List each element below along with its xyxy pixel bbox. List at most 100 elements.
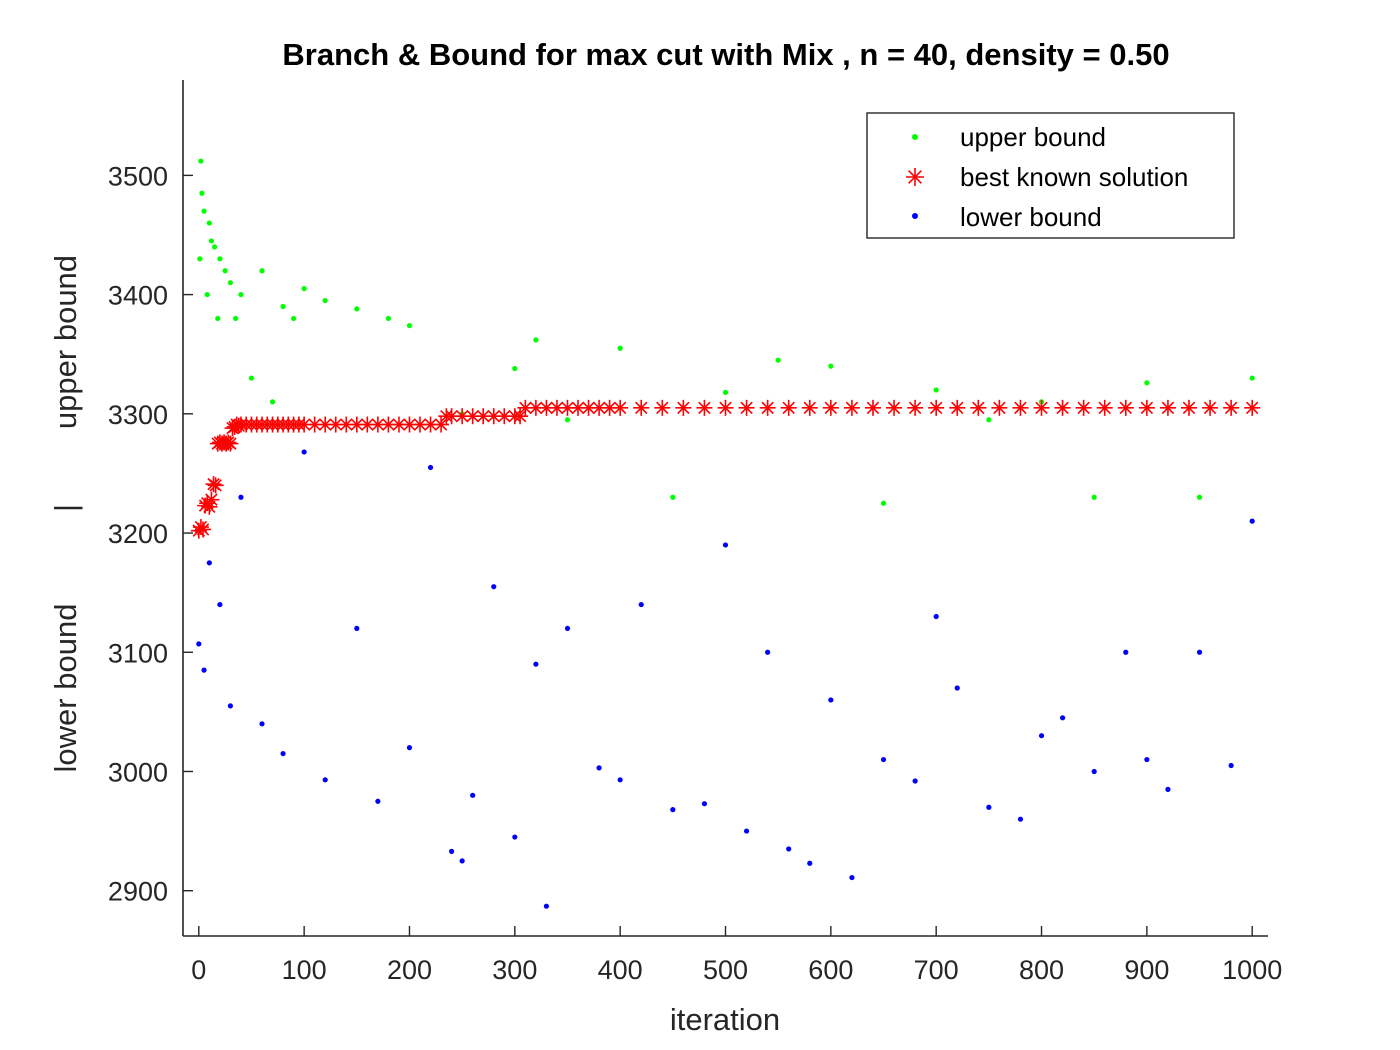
point-lower-bound <box>206 560 212 566</box>
point-best-known-solution <box>1012 399 1029 416</box>
point-upper-bound <box>533 337 539 343</box>
point-lower-bound <box>933 613 939 620</box>
data-points <box>190 158 1261 909</box>
series-best-known-solution <box>190 399 1261 539</box>
point-lower-bound <box>322 777 328 783</box>
legend-label-lower-bound: lower bound <box>960 202 1102 232</box>
point-lower-bound <box>1123 649 1129 655</box>
y-axis-ticks: 2900 3000 3100 3200 3300 3400 3500 <box>108 161 193 907</box>
point-lower-bound <box>638 601 644 608</box>
point-lower-bound <box>807 860 813 866</box>
point-lower-bound <box>280 750 286 757</box>
point-best-known-solution <box>1244 399 1261 416</box>
point-lower-bound <box>564 625 571 632</box>
point-best-known-solution <box>738 399 755 416</box>
point-best-known-solution <box>1096 399 1113 416</box>
point-upper-bound <box>986 417 992 423</box>
point-lower-bound <box>912 778 918 784</box>
point-best-known-solution <box>843 399 860 416</box>
point-upper-bound <box>280 303 286 310</box>
point-best-known-solution <box>822 399 839 416</box>
point-lower-bound <box>1144 756 1150 763</box>
point-best-known-solution <box>949 399 966 416</box>
point-upper-bound <box>1091 494 1097 500</box>
point-lower-bound <box>201 667 207 673</box>
point-upper-bound <box>212 244 218 250</box>
point-lower-bound <box>238 494 244 500</box>
x-tick-label: 400 <box>598 955 643 985</box>
point-lower-bound <box>986 804 992 810</box>
point-upper-bound <box>1249 375 1255 381</box>
point-upper-bound <box>291 315 297 322</box>
point-upper-bound <box>322 297 328 304</box>
y-axis-label-upper: upper bound <box>48 255 83 429</box>
point-lower-bound <box>617 777 623 783</box>
y-tick-label: 3000 <box>108 757 168 787</box>
point-upper-bound <box>197 256 203 262</box>
point-upper-bound <box>233 315 239 322</box>
legend-label-upper-bound: upper bound <box>960 122 1106 152</box>
legend-asterisk <box>906 168 924 186</box>
point-lower-bound <box>743 828 750 834</box>
x-tick-label: 200 <box>387 955 432 985</box>
point-lower-bound <box>427 464 434 471</box>
point-upper-bound <box>354 306 360 312</box>
point-upper-bound <box>259 268 265 274</box>
y-tick-label: 3300 <box>108 400 168 430</box>
point-lower-bound <box>227 703 234 709</box>
point-lower-bound <box>1091 768 1097 775</box>
point-best-known-solution <box>1054 399 1071 416</box>
point-best-known-solution <box>201 498 218 515</box>
point-best-known-solution <box>1117 399 1134 416</box>
legend: upper bound best known solution lower bo… <box>866 112 1235 239</box>
point-upper-bound <box>199 190 205 196</box>
point-lower-bound <box>828 697 834 703</box>
point-best-known-solution <box>928 399 945 416</box>
point-lower-bound <box>722 542 729 548</box>
point-best-known-solution <box>654 399 671 416</box>
y-axis-label-lower: lower bound <box>48 604 83 773</box>
point-lower-bound <box>354 625 360 632</box>
x-tick-label: 1000 <box>1222 955 1282 985</box>
x-axis-ticks: 0 100 200 300 400 500 600 700 800 900 1000 <box>191 926 1282 985</box>
legend-marker-upper-bound <box>912 134 918 140</box>
point-best-known-solution <box>1202 399 1219 416</box>
point-best-known-solution <box>1180 399 1197 416</box>
point-best-known-solution <box>780 399 797 416</box>
point-upper-bound <box>564 417 571 423</box>
point-upper-bound <box>198 158 204 164</box>
point-lower-bound <box>406 745 413 751</box>
x-tick-label: 500 <box>703 955 748 985</box>
point-lower-bound <box>449 848 455 854</box>
point-upper-bound <box>1196 494 1203 500</box>
point-lower-bound <box>1038 733 1045 739</box>
point-lower-bound <box>596 765 602 771</box>
point-upper-bound <box>201 208 207 214</box>
point-best-known-solution <box>801 399 818 416</box>
point-lower-bound <box>1059 715 1066 721</box>
point-lower-bound <box>670 807 676 813</box>
y-axis-label: lower bound | upper bound <box>48 255 83 773</box>
point-best-known-solution <box>1138 399 1155 416</box>
y-tick-label: 3400 <box>108 281 168 311</box>
point-best-known-solution <box>222 435 239 452</box>
point-best-known-solution <box>907 399 924 416</box>
point-upper-bound <box>933 387 939 393</box>
point-lower-bound <box>533 661 539 667</box>
point-lower-bound <box>701 801 708 807</box>
point-upper-bound <box>238 291 244 298</box>
point-best-known-solution <box>412 416 429 433</box>
point-lower-bound <box>1165 786 1171 792</box>
point-best-known-solution <box>538 399 555 416</box>
point-upper-bound <box>206 220 212 226</box>
point-upper-bound <box>670 494 676 500</box>
point-upper-bound <box>828 363 834 369</box>
point-best-known-solution <box>633 399 650 416</box>
point-best-known-solution <box>864 399 881 416</box>
point-best-known-solution <box>759 399 776 416</box>
point-lower-bound <box>954 685 960 691</box>
point-lower-bound <box>491 584 497 590</box>
point-best-known-solution <box>1159 399 1176 416</box>
point-upper-bound <box>301 286 307 292</box>
